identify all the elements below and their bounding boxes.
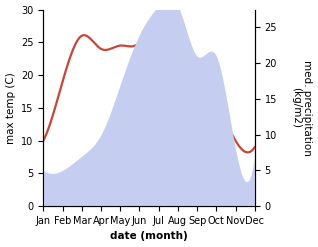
Y-axis label: max temp (C): max temp (C): [5, 72, 16, 144]
X-axis label: date (month): date (month): [110, 231, 188, 242]
Y-axis label: med. precipitation
(kg/m2): med. precipitation (kg/m2): [291, 60, 313, 156]
